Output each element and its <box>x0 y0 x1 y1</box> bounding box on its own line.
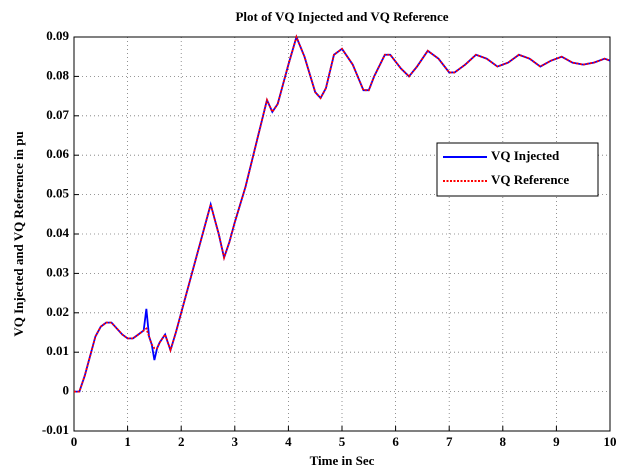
plot-frame <box>73 36 611 432</box>
y-tick-label: -0.01 <box>42 422 69 437</box>
x-tick-label: 3 <box>232 434 239 449</box>
x-tick-label: 7 <box>446 434 453 449</box>
y-tick-label: 0.02 <box>46 304 69 319</box>
y-tick-label: 0.06 <box>46 146 69 161</box>
x-tick-label: 2 <box>178 434 185 449</box>
y-tick-label: 0.09 <box>46 28 69 43</box>
x-tick-label: 6 <box>392 434 399 449</box>
x-tick-label: 1 <box>124 434 131 449</box>
y-tick-label: 0.07 <box>46 107 69 122</box>
series-line <box>74 34 611 393</box>
y-tick-label: 0.04 <box>46 225 69 240</box>
x-tick-label: 5 <box>339 434 346 449</box>
x-tick-label: 4 <box>285 434 292 449</box>
y-tick-label: 0.03 <box>46 264 69 279</box>
x-tick-label: 0 <box>71 434 78 449</box>
x-tick-label: 10 <box>604 434 617 449</box>
y-tick-label: 0.08 <box>46 67 69 82</box>
legend-label: VQ Reference <box>491 172 569 187</box>
y-tick-label: 0.01 <box>46 343 69 358</box>
x-tick-label: 8 <box>500 434 507 449</box>
y-tick-label: 0 <box>63 383 70 398</box>
legend-label: VQ Injected <box>491 148 560 163</box>
legend-box <box>436 142 599 197</box>
chart-title: Plot of VQ Injected and VQ Reference <box>235 9 448 24</box>
y-axis-label: VQ Injected and VQ Reference in pu <box>11 131 26 336</box>
x-axis-label: Time in Sec <box>310 453 375 468</box>
y-tick-label: 0.05 <box>46 186 69 201</box>
x-tick-label: 9 <box>553 434 560 449</box>
